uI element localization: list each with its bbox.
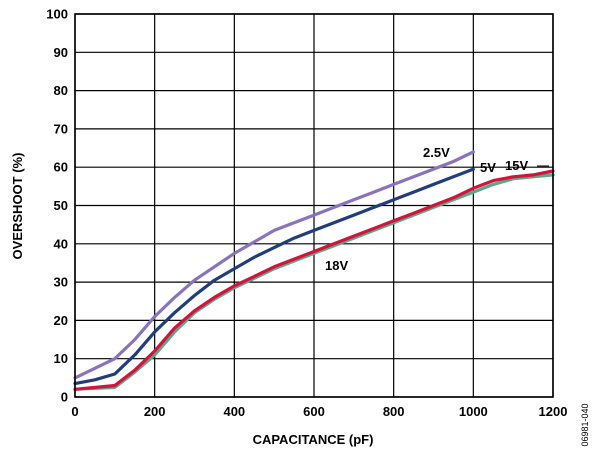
series-label-18v: 18V xyxy=(325,258,348,273)
x-tick-label: 600 xyxy=(303,404,325,419)
y-tick-label: 30 xyxy=(54,275,68,290)
x-tick-label: 400 xyxy=(223,404,245,419)
series-labels: 2.5V 5V 15V 18V xyxy=(325,145,549,273)
series-label-5v: 5V xyxy=(480,160,496,175)
plot-frame xyxy=(74,13,554,398)
y-axis-title: OVERSHOOT (%) xyxy=(10,153,25,260)
series-label-2p5v: 2.5V xyxy=(423,145,450,160)
y-tick-label: 10 xyxy=(54,351,68,366)
x-tick-label: 1200 xyxy=(539,404,568,419)
y-tick-label: 100 xyxy=(46,7,68,22)
series-line-5v xyxy=(73,167,475,386)
series-lines xyxy=(73,150,555,391)
x-tick-label: 200 xyxy=(144,404,166,419)
y-tick-label: 50 xyxy=(54,198,68,213)
y-tick-label: 60 xyxy=(54,160,68,175)
y-tick-label: 20 xyxy=(54,313,68,328)
figure-id: 06981-040 xyxy=(580,403,590,446)
y-tick-label: 70 xyxy=(54,121,68,136)
x-axis-title: CAPACITANCE (pF) xyxy=(253,432,374,447)
x-tick-label: 800 xyxy=(383,404,405,419)
series-line-2p5v xyxy=(73,150,475,380)
x-tick-label: 1000 xyxy=(459,404,488,419)
y-tick-label: 0 xyxy=(61,390,68,405)
y-tick-label: 90 xyxy=(54,45,68,60)
y-tick-label: 80 xyxy=(54,83,68,98)
series-line-15v xyxy=(73,169,555,391)
x-tick-label: 0 xyxy=(71,404,78,419)
y-tick-label: 40 xyxy=(54,236,68,251)
series-label-15v: 15V xyxy=(505,158,528,173)
series-line-18v xyxy=(73,173,555,391)
